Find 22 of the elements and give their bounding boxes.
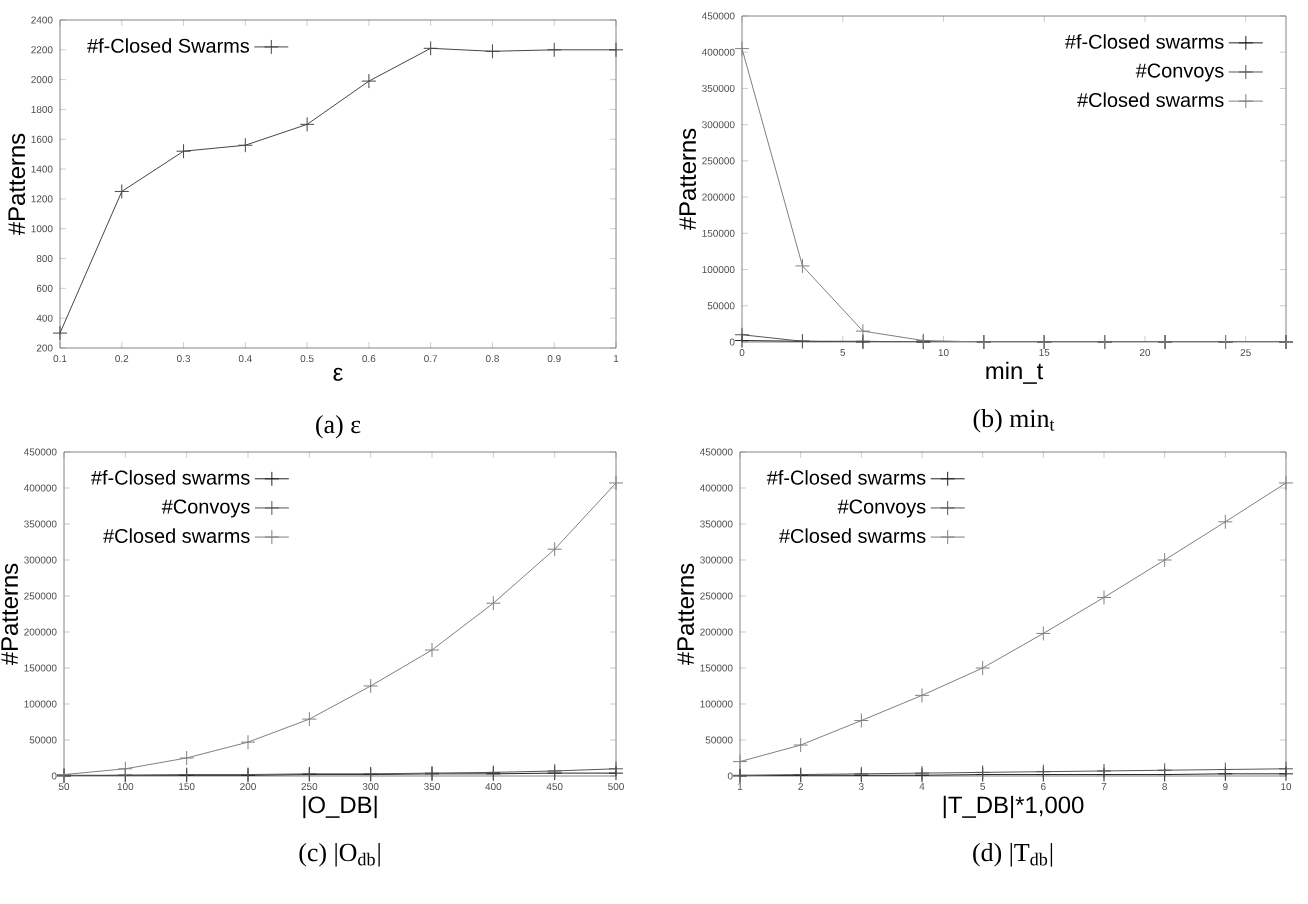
text: (b) min$_{t}$ (973, 409, 1055, 433)
legend-label: #f-Closed swarms (1064, 34, 1224, 49)
text: (d) |T$_{db}$| (973, 843, 1053, 867)
text: (a) ε (316, 415, 361, 439)
legend-label: #Closed swarms (103, 528, 250, 543)
legend-label: #Closed swarms (1077, 92, 1224, 108)
y-axis-title: #Patterns (679, 128, 697, 231)
y-axis-title: #Patterns (1, 563, 19, 666)
legend-label: #Convoys (161, 499, 250, 518)
legend-label: #f-Closed swarms (91, 470, 250, 485)
legend-label: #f-Closed Swarms (87, 38, 250, 53)
y-axis-title: #Patterns (677, 563, 695, 666)
legend-label: #Closed swarms (779, 528, 926, 543)
legend-label: #Convoys (837, 499, 926, 518)
y-axis-title: #Patterns (8, 133, 26, 236)
x-axis-title: min_t (986, 361, 1044, 384)
legend-label: #f-Closed swarms (766, 470, 926, 485)
x-axis-title: |T_DB|*1,000 (943, 795, 1084, 819)
x-axis-title: ε (333, 367, 343, 381)
legend-label: #Convoys (1135, 63, 1224, 82)
x-axis-title: |O_DB| (303, 795, 377, 819)
text: (c) |O$_{db}$| (299, 843, 380, 867)
